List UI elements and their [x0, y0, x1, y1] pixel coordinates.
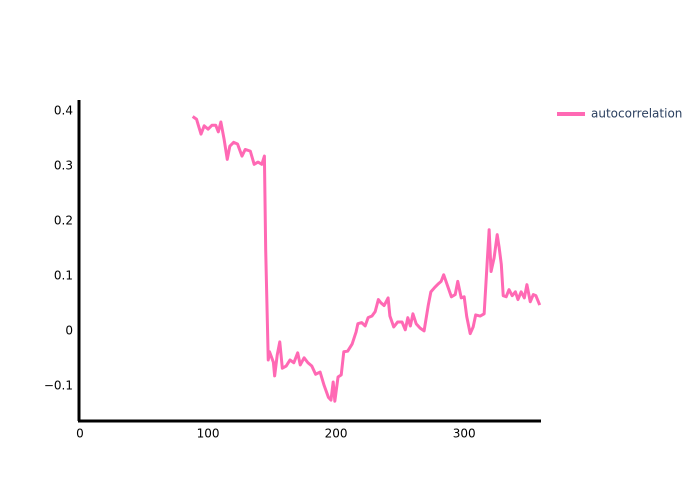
y-tick-label: 0.3 [54, 158, 73, 172]
legend-label: autocorrelation [591, 107, 682, 121]
x-tick-label: 0 [76, 427, 84, 441]
y-tick-label: 0.4 [54, 103, 73, 117]
x-tick-label: 200 [325, 427, 348, 441]
x-tick-label: 100 [197, 427, 220, 441]
y-tick-label: 0.1 [54, 268, 73, 282]
y-tick-label: 0 [65, 323, 73, 337]
x-tick-label: 300 [453, 427, 476, 441]
y-tick-label: 0.2 [54, 213, 73, 227]
y-tick-label: −0.1 [44, 378, 73, 392]
data-line [191, 115, 542, 403]
